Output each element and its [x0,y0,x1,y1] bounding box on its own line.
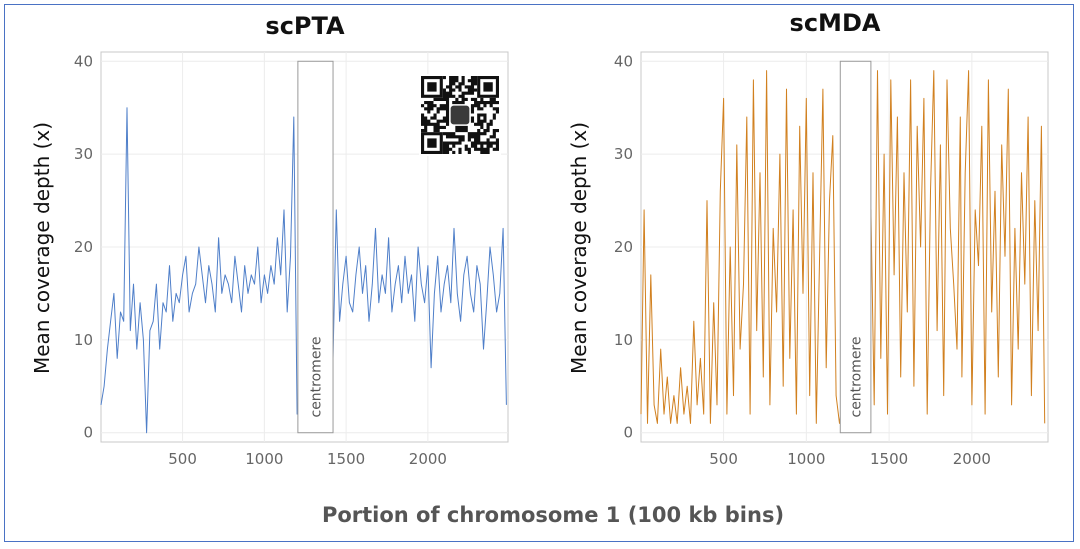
y-tick-label: 20 [74,238,93,256]
qr-finder-core [427,82,437,92]
centromere-label-scmda: centromere [849,337,865,418]
x-tick-label: 500 [709,450,738,468]
y-tick-label: 40 [74,52,93,70]
qr-finder-core [427,138,437,148]
coverage-line-scpta [100,107,507,434]
y-tick-label: 10 [614,331,633,349]
x-tick-label: 1500 [870,450,908,468]
plot-marks-scpta: centromere [100,60,507,434]
ticks-scpta: 0 10 20 30 40 500 1000 1500 2000 [74,52,447,468]
y-tick-label: 20 [614,238,633,256]
y-tick-label: 30 [74,145,93,163]
y-tick-label: 0 [623,424,633,442]
x-tick-label: 1000 [787,450,825,468]
centromere-box-scmda [839,60,872,434]
y-tick-label: 40 [614,52,633,70]
y-tick-label: 10 [74,331,93,349]
centromere-label-scpta: centromere [308,337,324,418]
x-tick-label: 500 [168,450,197,468]
figure-frame [4,4,1074,542]
y-tick-label: 30 [614,145,633,163]
panel-title-scmda: scMDA [790,9,881,37]
y-axis-label-scmda: Mean coverage depth (x) [567,122,591,374]
coverage-line-scmda [640,70,1046,424]
x-tick-label: 2000 [953,450,991,468]
centromere-box-scpta [297,60,334,434]
y-axis-label-scpta: Mean coverage depth (x) [30,122,54,374]
chart-panel-scpta: scPTA Mean coverage depth (x) centromere… [30,12,509,468]
chart-panel-scmda: scMDA Mean coverage depth (x) centromere… [567,9,1049,468]
x-tick-label: 2000 [409,450,447,468]
y-tick-label: 0 [83,424,93,442]
qr-modules [421,76,499,154]
ticks-scmda: 0 10 20 30 40 500 1000 1500 2000 [614,52,991,468]
plot-marks-scmda: centromere [640,60,1046,434]
qr-center-logo [450,105,470,125]
qr-finder-core [483,82,493,92]
panel-title-scpta: scPTA [265,12,345,40]
qr-code-logo [419,74,501,156]
x-tick-label: 1500 [327,450,365,468]
x-tick-label: 1000 [245,450,283,468]
figure-x-axis-label: Portion of chromosome 1 (100 kb bins) [322,503,784,527]
